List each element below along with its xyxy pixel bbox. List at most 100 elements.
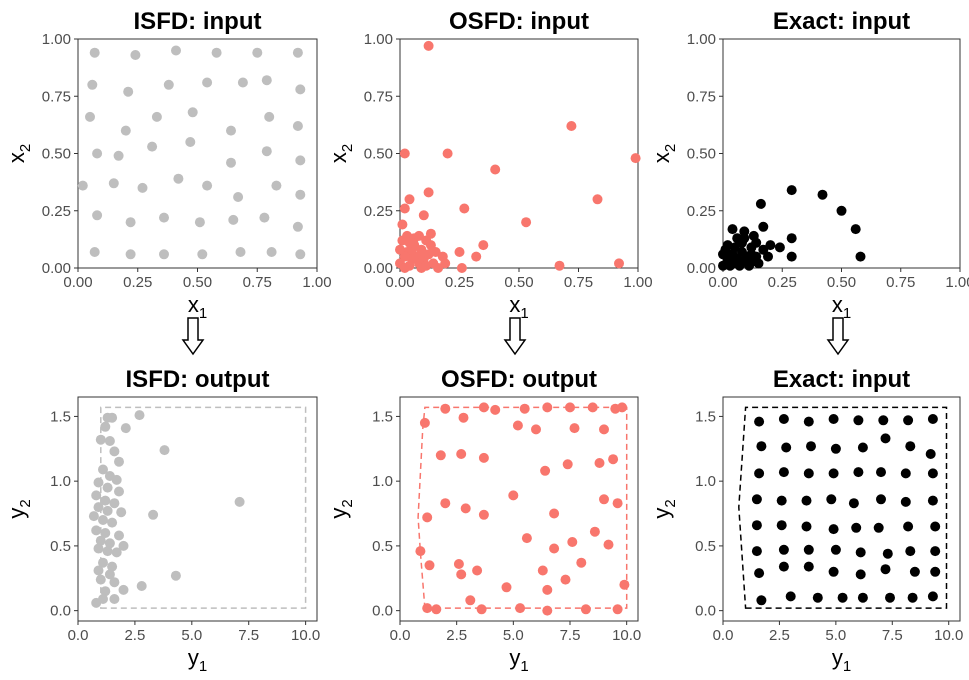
data-point — [292, 121, 303, 131]
data-point — [93, 502, 104, 513]
y-axis-label: x2 — [649, 144, 679, 163]
data-point — [542, 584, 553, 595]
x-tick-label: 0.0 — [390, 627, 411, 644]
data-point — [98, 557, 108, 568]
data-point — [490, 164, 501, 175]
chart-panel: OSFD: output 0.0 2.5 5.0 7.5 10.0 0.0 0.5 1.0 1.5… — [326, 366, 641, 675]
data-point — [424, 560, 435, 571]
y-tick-label: 0.75 — [364, 88, 393, 105]
data-point — [903, 415, 914, 426]
data-point — [125, 217, 136, 228]
data-point — [478, 240, 489, 251]
data-point — [423, 40, 434, 51]
y-tick-label: 0.00 — [687, 260, 716, 277]
data-point — [876, 494, 886, 505]
data-point — [727, 249, 738, 260]
data-point — [264, 111, 275, 122]
data-point — [151, 111, 162, 122]
x-tick-label: 0.75 — [243, 274, 272, 291]
y-axis-label-main: y — [4, 508, 29, 519]
data-point — [87, 79, 98, 90]
data-point — [803, 416, 814, 427]
y-axis-label-sub: 2 — [17, 499, 34, 507]
data-point — [114, 530, 124, 541]
data-point — [102, 546, 113, 557]
data-point — [855, 251, 866, 262]
data-point — [252, 47, 263, 58]
data-point — [130, 50, 141, 60]
x-axis-label: x1 — [509, 292, 528, 322]
data-point — [781, 442, 792, 453]
y-tick-label: 0.50 — [42, 146, 71, 163]
data-point — [266, 247, 277, 257]
plots-layer: ISFD: input 0.00 0.25 0.50 0.75 1.00 0.00 0.25 0… — [4, 8, 969, 675]
data-point — [855, 569, 866, 580]
data-point — [729, 258, 740, 269]
data-point — [542, 402, 553, 413]
data-point — [111, 474, 122, 485]
data-point — [576, 557, 587, 568]
data-point — [95, 434, 106, 445]
data-point — [930, 566, 941, 577]
data-point — [85, 111, 95, 122]
chart-title: ISFD: output — [126, 366, 270, 393]
x-tick-label: 0.25 — [123, 274, 152, 291]
data-point — [95, 574, 106, 585]
data-point — [599, 424, 609, 435]
data-point — [226, 157, 236, 168]
data-point — [433, 263, 444, 273]
data-point — [927, 468, 938, 479]
x-axis-label-main: x — [509, 292, 520, 317]
x-axis-label-main: x — [188, 292, 199, 317]
y-tick-label: 0.75 — [42, 88, 71, 105]
plot-frame — [399, 396, 639, 622]
data-point — [109, 498, 120, 509]
y-tick-label: 1.5 — [50, 408, 71, 425]
data-point — [159, 445, 170, 456]
data-point — [803, 561, 814, 572]
x-axis-label: y1 — [832, 645, 851, 675]
data-point — [422, 512, 433, 523]
data-point — [399, 203, 410, 214]
data-point — [93, 565, 104, 576]
data-point — [116, 507, 127, 518]
x-tick-label: 0.50 — [827, 274, 856, 291]
data-point — [857, 592, 868, 603]
y-axis-label: x2 — [326, 144, 356, 163]
data-point — [751, 520, 762, 531]
x-tick-label: 0.50 — [504, 274, 533, 291]
data-point — [100, 586, 111, 597]
data-point — [758, 221, 769, 232]
data-point — [465, 595, 476, 606]
chart-panel: Exact: input 0.0 2.5 5.0 7.5 10.0 0.0 0.5 1.0 1.5… — [649, 366, 963, 675]
data-point — [515, 603, 526, 614]
data-point — [560, 574, 571, 585]
data-point — [109, 577, 120, 588]
data-point — [612, 604, 623, 615]
data-point — [476, 604, 487, 615]
data-point — [756, 441, 767, 452]
data-point — [882, 548, 893, 559]
x-axis-label: y1 — [509, 645, 528, 675]
pareto-hull — [100, 406, 307, 609]
data-point — [456, 569, 467, 580]
data-point — [778, 414, 789, 424]
data-point — [925, 449, 936, 459]
x-tick-label: 0.25 — [768, 274, 797, 291]
data-point — [612, 498, 623, 509]
data-point — [460, 503, 471, 514]
x-axis-label-main: y — [188, 645, 199, 670]
data-point — [569, 423, 580, 434]
data-point — [565, 402, 575, 413]
data-point — [512, 420, 523, 431]
y-tick-label: 1.0 — [695, 473, 716, 490]
data-point — [98, 515, 108, 525]
data-point — [610, 403, 621, 414]
data-point — [91, 597, 102, 608]
data-point — [454, 247, 465, 257]
x-tick-label: 0.25 — [445, 274, 474, 291]
x-tick-label: 0.75 — [886, 274, 915, 291]
data-point — [848, 498, 859, 509]
data-point — [754, 568, 765, 579]
y-tick-label: 0.0 — [372, 603, 393, 620]
